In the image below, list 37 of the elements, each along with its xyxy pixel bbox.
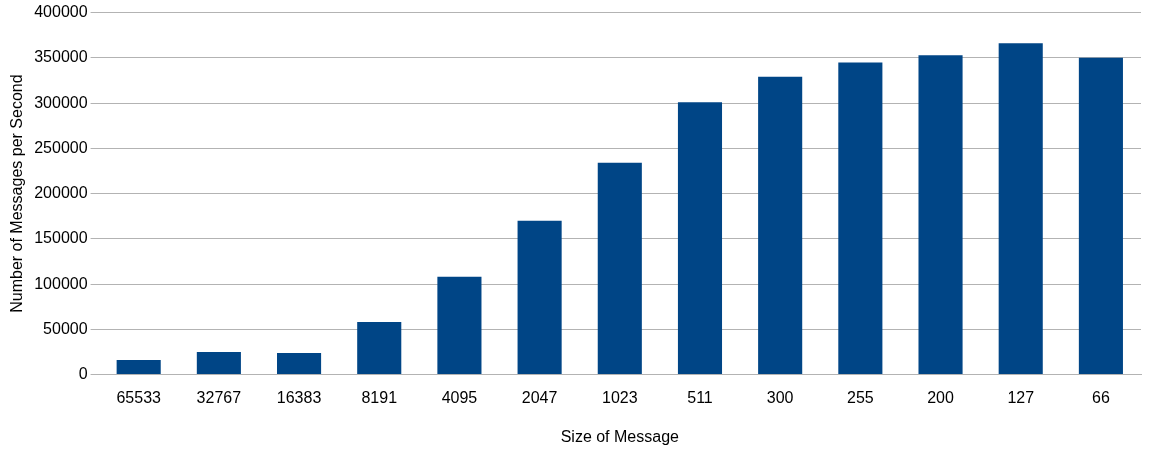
- x-tick-label: 8191: [361, 388, 398, 406]
- bar: [838, 62, 883, 375]
- x-tick-label: 2047: [521, 388, 558, 406]
- y-tick-label: 400000: [34, 3, 88, 21]
- x-axis-title: Size of Message: [560, 427, 680, 445]
- bar: [277, 352, 322, 375]
- x-tick-label: 127: [1007, 388, 1035, 406]
- bar: [437, 276, 482, 375]
- bar: [116, 360, 161, 375]
- bar: [196, 351, 241, 375]
- y-tick-label: 350000: [34, 48, 88, 66]
- y-axis-title: Number of Messages per Second: [8, 74, 26, 313]
- bar: [677, 102, 723, 375]
- x-tick-label: 32767: [196, 388, 242, 406]
- x-tick-label: 255: [847, 388, 874, 406]
- y-tick-label: 50000: [43, 319, 88, 337]
- bar: [357, 322, 402, 375]
- bar: [918, 55, 963, 375]
- bar: [1078, 57, 1123, 375]
- x-tick-label: 16383: [276, 388, 322, 406]
- y-tick-label: 100000: [34, 274, 88, 292]
- bar: [758, 76, 803, 375]
- y-tick-label: 0: [78, 365, 88, 383]
- bar: [998, 43, 1043, 375]
- y-tick-label: 250000: [34, 138, 88, 156]
- y-tick-label: 300000: [34, 93, 88, 111]
- y-tick-label: 150000: [34, 229, 88, 247]
- x-tick-label: 300: [766, 388, 794, 406]
- bar: [597, 162, 642, 375]
- x-tick-label: 66: [1092, 388, 1110, 406]
- x-tick-label: 65533: [116, 388, 162, 406]
- x-tick-label: 511: [687, 388, 713, 406]
- bar: [517, 220, 562, 375]
- x-tick-label: 1023: [602, 388, 638, 406]
- x-tick-label: 4095: [441, 388, 478, 406]
- x-tick-label: 200: [927, 388, 954, 406]
- y-tick-label: 200000: [34, 184, 88, 202]
